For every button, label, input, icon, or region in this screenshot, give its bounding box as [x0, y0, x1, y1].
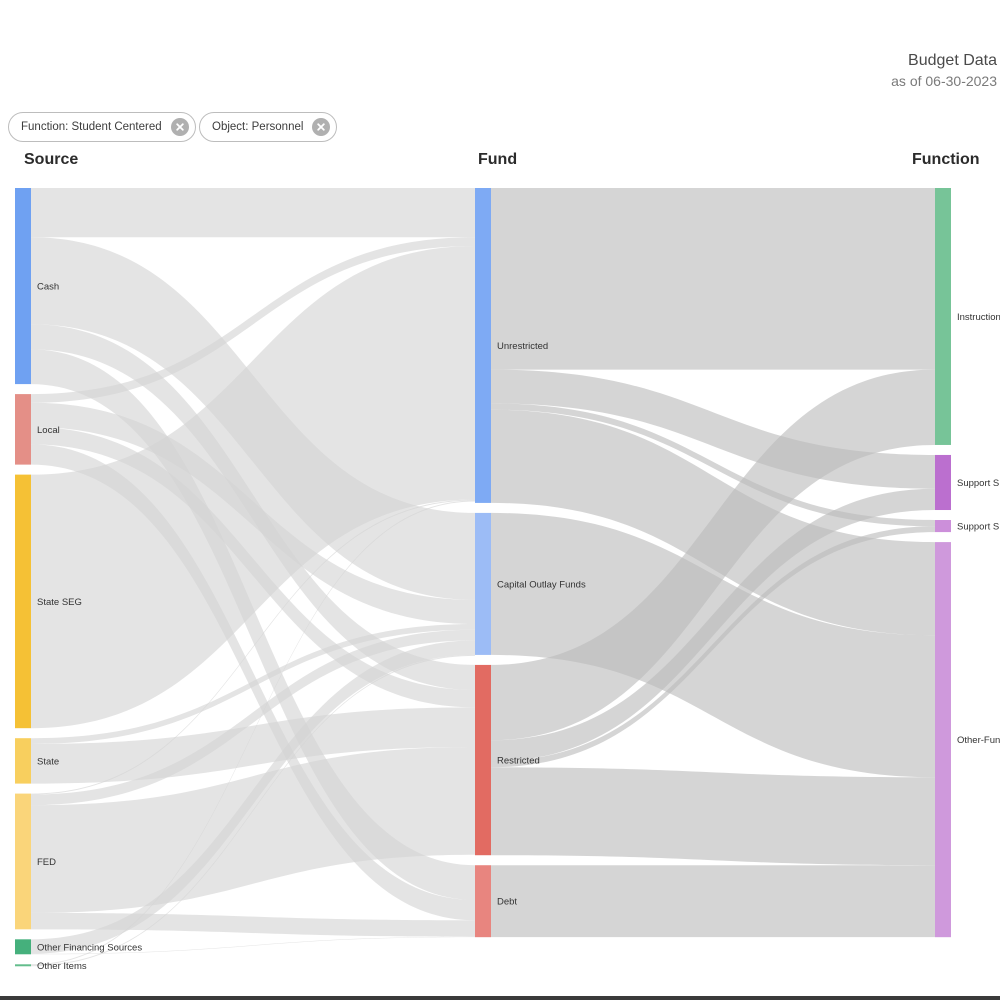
sankey-node-label-cash: Cash	[37, 282, 59, 293]
sankey-node-unres[interactable]	[475, 188, 491, 503]
sankey-link-fed-restr[interactable]	[31, 747, 475, 913]
sankey-node-label-capout: Capital Outlay Funds	[497, 579, 586, 590]
sankey-node-label-fed: FED	[37, 857, 56, 868]
sankey-node-label-state: State	[37, 756, 59, 767]
sankey-node-debt[interactable]	[475, 865, 491, 938]
sankey-node-ofs[interactable]	[15, 939, 31, 955]
filter-chip-label: Object: Personnel	[212, 121, 304, 133]
column-header-source: Source	[24, 151, 79, 168]
sankey-node-label-ss1: Support S	[957, 478, 999, 489]
sankey-node-fed[interactable]	[15, 793, 31, 930]
sankey-link-state-capout[interactable]	[31, 624, 475, 744]
sankey-link-local-unres[interactable]	[31, 237, 475, 403]
report-date: as of 06-30-2023	[891, 73, 997, 89]
sankey-links	[31, 188, 935, 967]
sankey-labels: Cash Local State SEG State FED Other Financin…	[37, 282, 1000, 972]
sankey-node-label-ofs: Other Financing Sources	[37, 942, 142, 953]
filter-chip-object[interactable]: Object: Personnel	[199, 112, 338, 142]
sankey-node-label-local: Local	[37, 425, 60, 436]
sankey-link-oi-capout[interactable]	[31, 654, 475, 967]
sankey-node-label-restr: Restricted	[497, 756, 540, 767]
sankey-link-unres-ss2[interactable]	[491, 403, 935, 527]
sankey-node-oi[interactable]	[15, 964, 31, 967]
sankey-node-cash[interactable]	[15, 188, 31, 385]
sankey-link-restr-other[interactable]	[491, 767, 935, 866]
sankey-link-stateseg-unres[interactable]	[31, 245, 475, 729]
sankey-node-label-stateseg: State SEG	[37, 597, 82, 608]
sankey-node-state[interactable]	[15, 738, 31, 784]
sankey-link-unres-instr[interactable]	[491, 188, 935, 370]
sankey-link-fed-capout[interactable]	[31, 629, 475, 806]
close-icon[interactable]	[312, 118, 331, 136]
close-icon[interactable]	[170, 118, 189, 136]
column-header-function: Function	[912, 151, 980, 168]
sankey-link-state-restr[interactable]	[31, 707, 475, 784]
sankey-link-ofs-capout[interactable]	[31, 640, 475, 954]
sankey-link-ofs-debt[interactable]	[31, 936, 475, 955]
sankey-node-ss2[interactable]	[935, 520, 951, 533]
sankey-node-label-instr: Instruction	[957, 312, 1000, 323]
sankey-node-instr[interactable]	[935, 188, 951, 445]
sankey-node-other[interactable]	[935, 542, 951, 938]
sankey-node-label-debt: Debt	[497, 897, 517, 908]
filter-chip-function[interactable]: Function: Student Centered	[8, 112, 196, 142]
sankey-link-cash-debt[interactable]	[31, 349, 475, 900]
sankey-node-restr[interactable]	[475, 664, 491, 856]
sankey-node-ss1[interactable]	[935, 454, 951, 511]
sankey-node-label-oi: Other Items	[37, 961, 87, 972]
sankey-node-capout[interactable]	[475, 512, 491, 655]
bottom-border	[0, 996, 1000, 1000]
sankey-link-restr-ss1[interactable]	[491, 488, 935, 762]
sankey-nodes	[15, 188, 951, 967]
sankey-link-cash-unres[interactable]	[31, 188, 475, 238]
filter-chip-label: Function: Student Centered	[21, 121, 162, 133]
sankey-link-fed-unres[interactable]	[31, 499, 475, 795]
sankey-link-restr-instr[interactable]	[491, 369, 935, 741]
report-title: Budget Data	[908, 52, 997, 69]
sankey-link-oi-unres[interactable]	[31, 500, 475, 966]
sankey-link-restr-ss2[interactable]	[491, 526, 935, 768]
sankey-node-label-other: Other-Fun	[957, 735, 1000, 746]
sankey-node-label-ss2: Support S	[957, 522, 999, 533]
report-header: Budget Data as of 06-30-2023	[891, 51, 997, 90]
sankey-node-stateseg[interactable]	[15, 474, 31, 729]
sankey-link-debt-other[interactable]	[491, 865, 935, 938]
sankey-node-local[interactable]	[15, 394, 31, 465]
sankey-node-label-unres: Unrestricted	[497, 341, 548, 352]
column-header-fund: Fund	[478, 151, 518, 168]
